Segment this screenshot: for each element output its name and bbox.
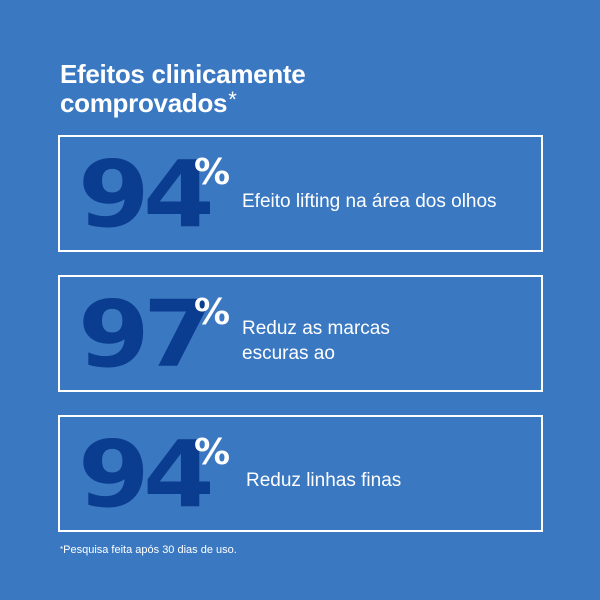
stat-card-3: 94 % Reduz linhas finas: [58, 415, 543, 532]
stat-description: Reduz as marcas escuras ao: [242, 318, 390, 364]
headline-asterisk: *: [228, 87, 237, 112]
stat-number: 94: [78, 141, 215, 248]
stat-card-2: 97 % Reduz as marcas escuras ao: [58, 275, 543, 392]
footnote: *Pesquisa feita após 30 dias de uso.: [60, 543, 237, 557]
percent-sign: %: [194, 432, 231, 473]
footnote-asterisk: *: [60, 545, 64, 554]
headline: Efeitos clinicamente comprovados*: [60, 60, 460, 118]
stat-number: 94: [78, 421, 215, 528]
stat-number: 97: [78, 281, 215, 388]
stat-description: Reduz linhas finas: [246, 470, 402, 491]
headline-line-2-text: comprovados: [60, 88, 228, 118]
headline-line-2: comprovados*: [60, 87, 460, 118]
percent-sign: %: [194, 152, 231, 193]
stat-description: Efeito lifting na área dos olhos: [242, 191, 497, 212]
footnote-text: Pesquisa feita após 30 dias de uso.: [63, 544, 237, 556]
percent-sign: %: [194, 292, 231, 333]
stat-card-1: 94 % Efeito lifting na área dos olhos: [58, 135, 543, 252]
headline-line-1: Efeitos clinicamente: [60, 59, 306, 89]
